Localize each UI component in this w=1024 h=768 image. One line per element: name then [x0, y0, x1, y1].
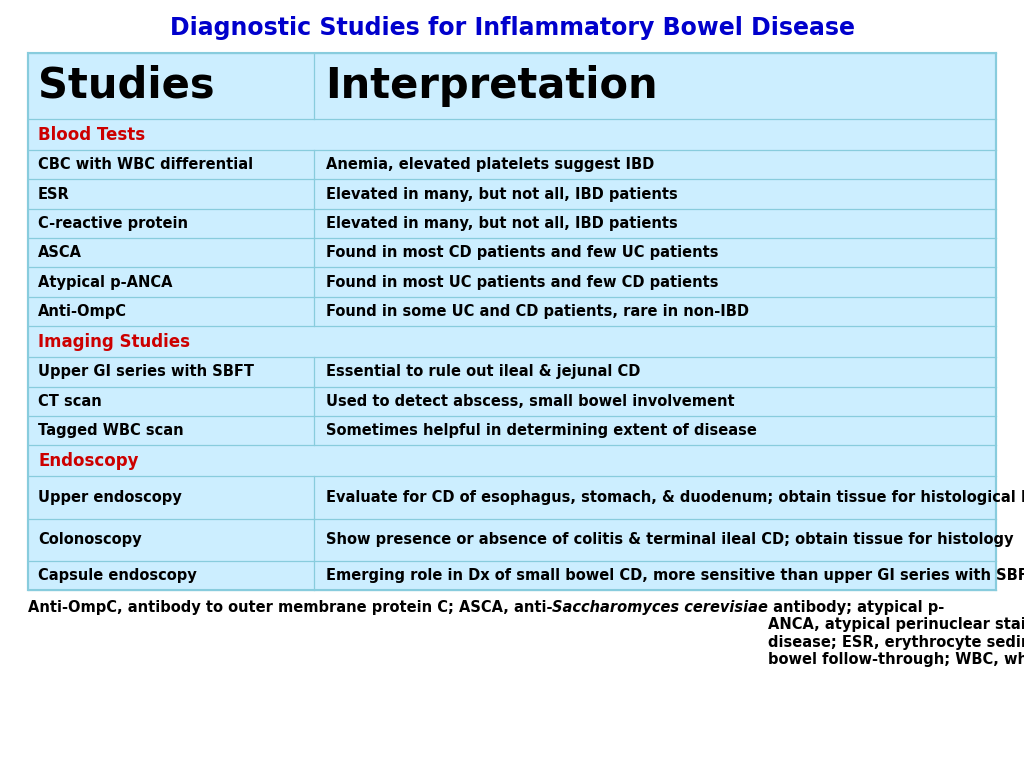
Text: Diagnostic Studies for Inflammatory Bowel Disease: Diagnostic Studies for Inflammatory Bowe… [170, 16, 854, 40]
Text: Anti-OmpC: Anti-OmpC [38, 304, 127, 319]
Text: Interpretation: Interpretation [326, 65, 658, 107]
Text: Tagged WBC scan: Tagged WBC scan [38, 423, 183, 438]
Text: Endoscopy: Endoscopy [38, 452, 138, 470]
Text: CBC with WBC differential: CBC with WBC differential [38, 157, 253, 172]
Bar [28, 53, 996, 590]
Text: Upper endoscopy: Upper endoscopy [38, 490, 181, 505]
Text: Sometimes helpful in determining extent of disease: Sometimes helpful in determining extent … [326, 423, 757, 438]
Text: Elevated in many, but not all, IBD patients: Elevated in many, but not all, IBD patie… [326, 216, 677, 231]
Text: Found in some UC and CD patients, rare in non-IBD: Found in some UC and CD patients, rare i… [326, 304, 749, 319]
Text: ESR: ESR [38, 187, 70, 202]
Text: CT scan: CT scan [38, 394, 101, 409]
Text: Imaging Studies: Imaging Studies [38, 333, 190, 351]
Text: Capsule endoscopy: Capsule endoscopy [38, 568, 197, 583]
Text: Show presence or absence of colitis & terminal ileal CD; obtain tissue for histo: Show presence or absence of colitis & te… [326, 532, 1013, 547]
Text: Elevated in many, but not all, IBD patients: Elevated in many, but not all, IBD patie… [326, 187, 677, 202]
Text: Atypical p-ANCA: Atypical p-ANCA [38, 275, 172, 290]
Text: Blood Tests: Blood Tests [38, 125, 145, 144]
Text: Upper GI series with SBFT: Upper GI series with SBFT [38, 364, 254, 379]
Text: Found in most UC patients and few CD patients: Found in most UC patients and few CD pat… [326, 275, 718, 290]
Text: C-reactive protein: C-reactive protein [38, 216, 188, 231]
Text: Anti-OmpC, antibody to outer membrane protein C; ASCA, anti-: Anti-OmpC, antibody to outer membrane pr… [28, 600, 553, 615]
Text: Emerging role in Dx of small bowel CD, more sensitive than upper GI series with : Emerging role in Dx of small bowel CD, m… [326, 568, 1024, 583]
Text: Used to detect abscess, small bowel involvement: Used to detect abscess, small bowel invo… [326, 394, 734, 409]
Text: Colonoscopy: Colonoscopy [38, 532, 141, 547]
Text: Anemia, elevated platelets suggest IBD: Anemia, elevated platelets suggest IBD [326, 157, 653, 172]
Text: Evaluate for CD of esophagus, stomach, & duodenum; obtain tissue for histologica: Evaluate for CD of esophagus, stomach, &… [326, 490, 1024, 505]
Text: antibody; atypical p-
ANCA, atypical perinuclear staining by antineutrophil cyto: antibody; atypical p- ANCA, atypical per… [768, 600, 1024, 667]
Text: Essential to rule out ileal & jejunal CD: Essential to rule out ileal & jejunal CD [326, 364, 640, 379]
Text: Saccharomyces cerevisiae: Saccharomyces cerevisiae [553, 600, 768, 615]
Text: ASCA: ASCA [38, 245, 82, 260]
Text: Found in most CD patients and few UC patients: Found in most CD patients and few UC pat… [326, 245, 718, 260]
Text: Studies: Studies [38, 65, 215, 107]
